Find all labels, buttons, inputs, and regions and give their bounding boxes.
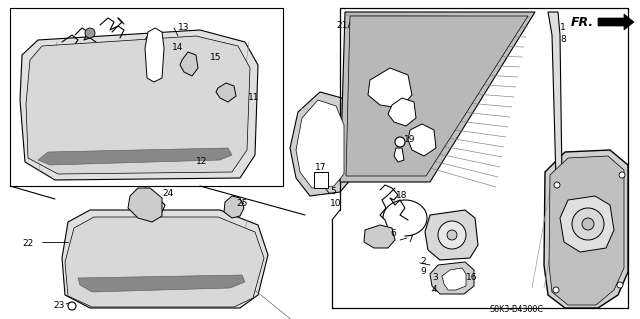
Polygon shape [388, 98, 416, 126]
Text: 9: 9 [420, 268, 426, 277]
Circle shape [554, 182, 560, 188]
Circle shape [85, 28, 95, 38]
Polygon shape [560, 196, 614, 252]
Text: 24: 24 [162, 189, 173, 198]
Circle shape [553, 287, 559, 293]
Text: 3: 3 [432, 273, 438, 283]
Circle shape [438, 221, 466, 249]
Circle shape [395, 137, 405, 147]
Text: 7: 7 [407, 235, 413, 244]
Text: 14: 14 [172, 43, 184, 53]
Bar [10, 8, 283, 186]
Polygon shape [408, 124, 436, 156]
Polygon shape [346, 16, 528, 176]
Text: S0K3-B4300C: S0K3-B4300C [490, 306, 544, 315]
Polygon shape [38, 148, 232, 165]
Polygon shape [20, 30, 258, 180]
Polygon shape [598, 14, 634, 30]
Polygon shape [26, 36, 250, 174]
Text: 25: 25 [236, 198, 248, 207]
Text: 6: 6 [390, 228, 396, 238]
Circle shape [68, 302, 76, 310]
Polygon shape [442, 268, 466, 290]
Text: 10: 10 [330, 198, 342, 207]
Text: 22: 22 [22, 239, 33, 248]
Text: 16: 16 [466, 273, 477, 283]
Polygon shape [314, 172, 328, 188]
Text: 8: 8 [560, 35, 566, 44]
Text: FR.: FR. [571, 16, 594, 28]
Text: 11: 11 [248, 93, 259, 102]
Text: 12: 12 [196, 158, 207, 167]
Polygon shape [368, 68, 412, 108]
Text: 4: 4 [432, 286, 438, 294]
Circle shape [447, 230, 457, 240]
Text: 23: 23 [54, 300, 65, 309]
Text: 18: 18 [396, 190, 408, 199]
Polygon shape [544, 150, 628, 308]
Polygon shape [128, 188, 162, 222]
Circle shape [572, 208, 604, 240]
Polygon shape [145, 28, 164, 82]
Polygon shape [425, 210, 478, 260]
Polygon shape [296, 100, 344, 188]
Polygon shape [62, 210, 268, 308]
Polygon shape [78, 275, 245, 292]
Text: 17: 17 [315, 162, 326, 172]
Text: 21: 21 [337, 21, 348, 31]
Polygon shape [224, 196, 244, 218]
Text: 15: 15 [210, 54, 221, 63]
Polygon shape [216, 83, 236, 102]
Text: 2: 2 [420, 257, 426, 266]
Text: 13: 13 [178, 24, 189, 33]
Polygon shape [430, 262, 474, 294]
Text: 19: 19 [404, 136, 415, 145]
Polygon shape [180, 52, 198, 76]
Polygon shape [548, 12, 562, 180]
Polygon shape [394, 148, 404, 162]
Circle shape [619, 172, 625, 178]
Polygon shape [364, 225, 395, 248]
Circle shape [582, 218, 594, 230]
Text: 5: 5 [330, 188, 336, 197]
Polygon shape [290, 92, 352, 196]
Polygon shape [549, 156, 624, 305]
Polygon shape [65, 217, 264, 307]
Circle shape [617, 282, 623, 288]
Text: 1: 1 [560, 24, 566, 33]
Polygon shape [340, 12, 535, 182]
